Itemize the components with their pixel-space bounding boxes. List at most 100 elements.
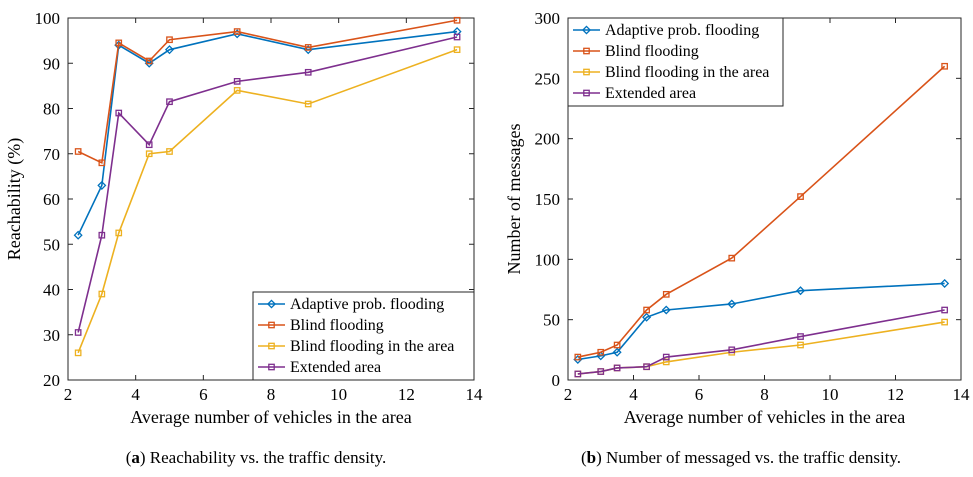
a-point-extended-area: [115, 109, 123, 117]
caption-a-text: Reachability vs. the traffic density.: [149, 448, 387, 467]
a-point-blind-flooding-in-the-area: [166, 148, 173, 155]
b-point-extended-area: [662, 353, 670, 361]
a-series-extended-area: [74, 33, 461, 336]
a-legend-label-adaptive-prob-flooding: Adaptive prob. flooding: [290, 296, 444, 313]
b-point-blind-flooding: [797, 193, 804, 200]
caption-b-label: b: [586, 448, 597, 467]
b-y-tick-label: 50: [543, 311, 560, 330]
a-y-tick-label: 20: [43, 371, 60, 390]
b-x-axis-label: Average number of vehicles in the area: [624, 407, 906, 427]
b-x-tick-label: 12: [887, 385, 904, 404]
a-point-blind-flooding: [145, 57, 153, 65]
b-point-extended-area: [797, 333, 804, 340]
b-point-extended-area: [574, 370, 582, 378]
a-y-tick-label: 50: [43, 235, 60, 254]
b-legend-marker-blind-flooding-in-the-area: [583, 68, 590, 76]
a-point-extended-area: [98, 231, 106, 239]
b-series-extended-area: [574, 306, 948, 378]
a-line-blind-flooding: [77, 19, 458, 164]
a-point-blind-flooding-in-the-area: [74, 349, 82, 357]
a-series-blind-flooding-in-the-area: [74, 46, 461, 357]
a-y-axis-label: Reachability (%): [4, 138, 25, 260]
a-point-blind-flooding-in-the-area: [233, 87, 241, 94]
b-legend: Adaptive prob. flooding Blind flooding Bli…: [567, 17, 784, 107]
b-legend-marker-adaptive-prob-flooding: [581, 25, 592, 35]
b-point-extended-area: [728, 346, 736, 354]
a-y-tick-label: 100: [35, 9, 61, 28]
b-point-extended-area: [597, 368, 605, 375]
a-point-adaptive-prob-flooding: [452, 27, 462, 37]
b-point-blind-flooding: [613, 341, 621, 349]
a-legend-label-extended-area: Extended area: [290, 359, 381, 376]
b-legend-label-blind-flooding-in-the-area: Blind flooding in the area: [605, 64, 769, 81]
a-x-tick-label: 2: [64, 385, 73, 404]
a-line-extended-area: [77, 36, 458, 333]
b-point-adaptive-prob-flooding: [727, 299, 737, 309]
b-point-blind-flooding-in-the-area: [941, 318, 948, 326]
a-point-blind-flooding: [233, 28, 241, 35]
caption-b-text: Number of messaged vs. the traffic densi…: [606, 448, 902, 467]
b-point-adaptive-prob-flooding: [796, 286, 806, 296]
b-y-tick-label: 150: [535, 190, 561, 209]
b-x-tick-label: 2: [564, 385, 573, 404]
b-point-blind-flooding: [941, 62, 948, 70]
a-legend: Adaptive prob. flooding Blind flooding Bli…: [252, 291, 475, 381]
b-point-blind-flooding: [597, 348, 605, 356]
a-line-blind-flooding-in-the-area: [77, 48, 458, 354]
b-series-blind-flooding: [574, 62, 948, 361]
a-point-extended-area: [74, 329, 82, 336]
a-legend-label-blind-flooding-in-the-area: Blind flooding in the area: [290, 338, 454, 355]
a-point-extended-area: [453, 33, 461, 41]
b-x-tick-label: 4: [629, 385, 638, 404]
b-point-extended-area: [941, 306, 948, 314]
b-legend-label-extended-area: Extended area: [605, 85, 696, 102]
a-y-tick-label: 90: [43, 54, 60, 73]
a-point-blind-flooding-in-the-area: [115, 229, 123, 237]
b-x-tick-label: 14: [953, 385, 971, 404]
a-point-extended-area: [166, 98, 173, 106]
a-legend-marker-extended-area: [268, 363, 275, 371]
a-y-tick-label: 60: [43, 190, 60, 209]
b-x-tick-label: 6: [695, 385, 704, 404]
a-x-tick-label: 4: [131, 385, 140, 404]
reachability-chart: 2 4 6 8 10 12 14 20 30 40 50 60 70 80 90 100 Average num…: [4, 9, 483, 427]
b-x-tick-label: 10: [822, 385, 839, 404]
a-x-tick-label: 6: [199, 385, 208, 404]
a-point-blind-flooding-in-the-area: [145, 150, 153, 158]
a-point-blind-flooding-in-the-area: [304, 100, 312, 108]
b-point-adaptive-prob-flooding: [612, 347, 622, 357]
a-x-axis-label: Average number of vehicles in the area: [130, 407, 412, 427]
b-point-blind-flooding: [574, 353, 582, 361]
a-point-adaptive-prob-flooding: [97, 180, 107, 190]
a-point-blind-flooding: [115, 39, 123, 47]
a-point-blind-flooding-in-the-area: [98, 290, 106, 298]
b-x-tick-label: 8: [760, 385, 769, 404]
b-y-tick-label: 250: [535, 69, 561, 88]
b-point-blind-flooding: [662, 290, 670, 298]
b-legend-marker-blind-flooding: [583, 47, 590, 55]
b-legend-marker-extended-area: [583, 89, 590, 97]
a-x-tick-label: 10: [330, 385, 347, 404]
b-point-adaptive-prob-flooding: [642, 312, 652, 322]
b-point-blind-flooding: [643, 306, 650, 314]
a-point-blind-flooding: [74, 148, 82, 155]
a-point-blind-flooding: [166, 36, 173, 44]
a-point-adaptive-prob-flooding: [164, 45, 175, 55]
b-legend-label-blind-flooding: Blind flooding: [605, 43, 699, 60]
b-y-tick-label: 100: [535, 250, 561, 269]
a-legend-marker-blind-flooding-in-the-area: [268, 342, 275, 350]
a-legend-marker-adaptive-prob-flooding: [266, 299, 277, 309]
a-point-blind-flooding: [304, 44, 312, 51]
a-y-tick-label: 80: [43, 100, 60, 119]
b-y-axis-label: Number of messages: [504, 124, 524, 275]
b-legend-box: [567, 17, 784, 107]
a-point-adaptive-prob-flooding: [73, 230, 83, 240]
caption-b: (b) Number of messaged vs. the traffic d…: [580, 448, 902, 467]
a-series-blind-flooding: [74, 16, 461, 167]
b-y-tick-label: 300: [535, 9, 561, 28]
b-point-extended-area: [613, 364, 621, 372]
a-legend-label-blind-flooding: Blind flooding: [290, 317, 384, 334]
a-point-extended-area: [233, 78, 241, 85]
a-point-blind-flooding: [453, 16, 461, 24]
b-y-tick-label: 0: [552, 371, 561, 390]
